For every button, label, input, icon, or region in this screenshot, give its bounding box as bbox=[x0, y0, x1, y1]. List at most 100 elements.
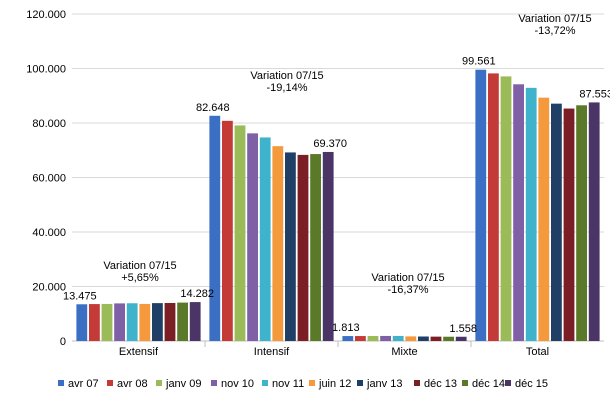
bar-total-déc-14 bbox=[576, 105, 587, 341]
legend-label: avr 08 bbox=[117, 378, 148, 390]
bar-extensif-avr-07 bbox=[76, 304, 88, 341]
legend-swatch bbox=[309, 380, 315, 386]
legend-label: avr 07 bbox=[68, 378, 99, 390]
data-label-last: 14.282 bbox=[180, 288, 214, 300]
annotation-title: Variation 07/15 bbox=[250, 70, 323, 82]
bar-mixte-janv-09 bbox=[367, 336, 379, 341]
data-label-first: 13.475 bbox=[63, 290, 97, 302]
bar-intensif-déc-15 bbox=[322, 151, 334, 341]
legend-item-janv-13[interactable]: janv 13 bbox=[357, 378, 402, 390]
legend-swatch bbox=[462, 380, 468, 386]
bar-total-juin-12 bbox=[538, 97, 550, 341]
y-tick-label: 80.000 bbox=[32, 118, 66, 130]
annotation-value: +5,65% bbox=[121, 272, 159, 284]
bar-intensif-nov-11 bbox=[259, 137, 271, 341]
legend-item-déc-15[interactable]: déc 15 bbox=[505, 378, 548, 390]
bar-total-nov-10 bbox=[513, 84, 524, 342]
bar-mixte-avr-08 bbox=[355, 336, 366, 341]
annotations: Variation 07/15+5,65%Variation 07/15-19,… bbox=[103, 13, 591, 296]
x-category-label: Mixte bbox=[391, 346, 417, 358]
data-label-last: 69.370 bbox=[313, 138, 347, 150]
data-label-first: 82.648 bbox=[196, 102, 230, 114]
y-tick-label: 0 bbox=[60, 336, 66, 348]
bar-total-avr-07 bbox=[475, 69, 487, 341]
bar-mixte-avr-07 bbox=[342, 336, 354, 341]
legend-label: janv 13 bbox=[366, 378, 402, 390]
bar-mixte-déc-15 bbox=[455, 336, 467, 341]
annotation-title: Variation 07/15 bbox=[103, 260, 176, 272]
bar-total-janv-13 bbox=[551, 103, 562, 341]
bar-intensif-janv-13 bbox=[285, 152, 296, 341]
bar-extensif-nov-11 bbox=[126, 303, 138, 341]
x-category-label: Total bbox=[526, 346, 549, 358]
annotation-title: Variation 07/15 bbox=[371, 272, 444, 284]
bar-intensif-avr-08 bbox=[222, 120, 233, 341]
legend-item-déc-13[interactable]: déc 13 bbox=[414, 378, 457, 390]
bar-mixte-janv-13 bbox=[418, 336, 429, 341]
y-tick-label: 120.000 bbox=[26, 9, 66, 21]
bar-extensif-avr-08 bbox=[89, 304, 100, 341]
bar-extensif-janv-13 bbox=[152, 303, 163, 341]
legend-swatch bbox=[107, 380, 113, 386]
bar-mixte-juin-12 bbox=[405, 336, 417, 341]
bar-mixte-déc-14 bbox=[443, 336, 454, 341]
legend-label: déc 15 bbox=[515, 378, 548, 390]
y-tick-label: 60.000 bbox=[32, 173, 66, 185]
legend-item-juin-12[interactable]: juin 12 bbox=[309, 378, 351, 390]
bar-extensif-janv-09 bbox=[101, 303, 113, 341]
bar-intensif-nov-10 bbox=[247, 133, 258, 341]
legend-label: janv 09 bbox=[165, 378, 201, 390]
legend-label: juin 12 bbox=[318, 378, 351, 390]
legend-label: déc 14 bbox=[472, 378, 505, 390]
legend-label: déc 13 bbox=[424, 378, 457, 390]
legend-swatch bbox=[156, 380, 162, 386]
annotation-title: Variation 07/15 bbox=[518, 13, 591, 25]
bar-extensif-juin-12 bbox=[139, 303, 151, 341]
bar-total-déc-15 bbox=[588, 102, 600, 341]
legend-swatch bbox=[505, 380, 511, 386]
bar-mixte-nov-10 bbox=[380, 335, 391, 341]
bar-intensif-déc-13 bbox=[297, 154, 309, 341]
legend-swatch bbox=[414, 380, 420, 386]
bar-intensif-juin-12 bbox=[272, 146, 284, 341]
data-label-first: 99.561 bbox=[462, 56, 496, 68]
bar-extensif-déc-14 bbox=[177, 302, 188, 341]
bar-total-avr-08 bbox=[488, 73, 499, 341]
bar-total-nov-11 bbox=[525, 87, 537, 341]
legend-item-nov-11[interactable]: nov 11 bbox=[262, 378, 304, 390]
legend-item-déc-14[interactable]: déc 14 bbox=[462, 378, 505, 390]
annotation-value: -19,14% bbox=[267, 82, 308, 94]
legend-label: nov 10 bbox=[221, 378, 254, 390]
y-tick-label: 40.000 bbox=[32, 227, 66, 239]
bar-total-déc-13 bbox=[563, 108, 575, 342]
annotation-value: -13,72% bbox=[535, 25, 576, 37]
annotation-value: -16,37% bbox=[388, 284, 429, 296]
legend-swatch bbox=[211, 380, 217, 386]
bars bbox=[76, 69, 600, 342]
legend-label: nov 11 bbox=[272, 378, 304, 390]
grid-layer bbox=[72, 13, 604, 342]
bar-extensif-nov-10 bbox=[114, 303, 125, 341]
bar-extensif-déc-15 bbox=[189, 302, 201, 341]
x-axis: Extensif Intensif Mixte Total bbox=[119, 341, 549, 358]
bar-total-janv-09 bbox=[500, 76, 512, 341]
y-tick-label: 20.000 bbox=[32, 282, 66, 294]
y-tick-label: 100.000 bbox=[26, 64, 66, 76]
legend[interactable]: avr 07 avr 08 janv 09 nov 10 nov 11 juin 12 ja… bbox=[58, 378, 548, 390]
legend-swatch bbox=[262, 380, 268, 386]
x-category-label: Intensif bbox=[254, 346, 290, 358]
y-axis: 0 20.000 40.000 60.000 80.000 100.000 120.000 bbox=[26, 9, 66, 348]
bar-intensif-avr-07 bbox=[209, 115, 221, 341]
data-labels: 13.475 14.282 82.648 69.370 1.813 1.558 99.561… bbox=[63, 56, 610, 335]
legend-item-avr-08[interactable]: avr 08 bbox=[107, 378, 148, 390]
legend-item-nov-10[interactable]: nov 10 bbox=[211, 378, 254, 390]
legend-item-avr-07[interactable]: avr 07 bbox=[58, 378, 99, 390]
bar-intensif-janv-09 bbox=[234, 125, 246, 341]
data-label-last: 1.558 bbox=[449, 323, 477, 335]
x-category-label: Extensif bbox=[119, 346, 159, 358]
data-label-first: 1.813 bbox=[332, 322, 360, 334]
bar-extensif-déc-13 bbox=[164, 302, 176, 341]
legend-item-janv-09[interactable]: janv 09 bbox=[156, 378, 201, 390]
bar-intensif-déc-14 bbox=[310, 154, 321, 341]
